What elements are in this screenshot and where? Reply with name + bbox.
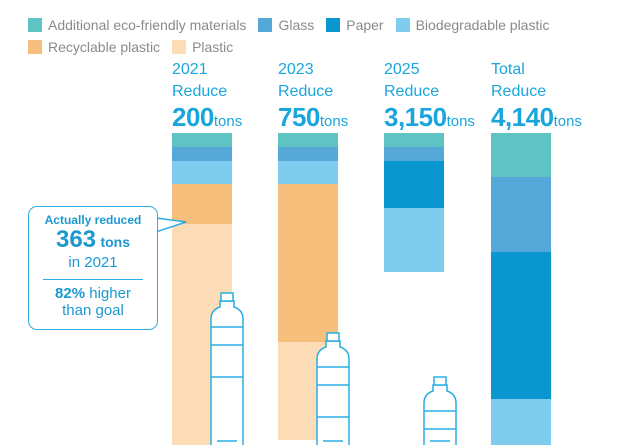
column-unit: tons — [553, 113, 582, 130]
bar-segment — [172, 184, 232, 224]
plastic-bottle-icon — [316, 332, 350, 445]
legend-label: Additional eco-friendly materials — [48, 17, 247, 33]
column-year: 2021 — [172, 61, 208, 78]
bar-segment — [172, 147, 232, 161]
legend-item: Recyclable plastic — [28, 39, 160, 55]
legend-item: Additional eco-friendly materials — [28, 17, 246, 33]
legend-swatch — [395, 18, 410, 32]
column-amount-line: 750tons — [278, 104, 388, 130]
bar-segment — [491, 133, 551, 177]
legend-label: Plastic — [192, 39, 234, 55]
column-reduce-label: Reduce — [172, 83, 228, 100]
column-amount: 4,140 — [491, 102, 554, 132]
bar-segment — [384, 208, 444, 272]
column-amount-line: 4,140tons — [491, 104, 601, 130]
callout-amount: 363 — [55, 226, 97, 253]
column-year: 2025 — [384, 61, 420, 78]
legend-label: Paper — [346, 17, 384, 33]
bar-segment — [172, 161, 232, 184]
legend-label: Glass — [278, 17, 315, 33]
column-reduce-label: Reduce — [278, 83, 334, 100]
bar-segment — [172, 133, 232, 147]
legend-item: Paper — [326, 17, 384, 33]
column-year: 2023 — [278, 61, 314, 78]
column-amount: 750 — [278, 102, 320, 132]
column-reduce-label: Reduce — [384, 83, 440, 100]
bar-segment — [491, 399, 551, 445]
callout-goal-text: than goal — [62, 301, 124, 319]
legend-swatch — [258, 18, 273, 32]
bar-segment — [384, 161, 444, 208]
bar-segment — [278, 133, 338, 147]
legend-item: Plastic — [172, 39, 233, 55]
column-unit: tons — [213, 113, 243, 130]
column-year: Total — [491, 61, 525, 78]
legend-row: Recyclable plastic Plastic — [28, 36, 618, 58]
callout-percent-line: 82% higher — [29, 285, 157, 303]
bar-segment — [278, 184, 338, 342]
legend-swatch — [28, 40, 42, 54]
legend-swatch — [28, 18, 42, 32]
callout-percent: 82% — [55, 285, 86, 302]
legend-item: Biodegradable plastic — [395, 17, 550, 33]
legend-label: Biodegradable plastic — [415, 17, 550, 33]
callout-amount-line: 363 tons — [29, 228, 157, 252]
callout-unit: tons — [100, 234, 131, 250]
column-header: 2021 Reduce 200tons — [172, 61, 282, 131]
legend-label: Recyclable plastic — [48, 39, 161, 55]
plastic-bottle-icon — [423, 376, 457, 445]
column-header: Total Reduce 4,140tons — [491, 61, 601, 131]
column-amount: 200 — [172, 102, 214, 132]
bar-segment — [384, 147, 444, 161]
actual-reduction-callout: Actually reduced 363 tons in 2021 82% hi… — [28, 206, 158, 330]
bar-segment — [278, 161, 338, 184]
legend: Additional eco-friendly materials Glass Pa… — [28, 14, 618, 58]
column-amount-line: 200tons — [172, 104, 282, 130]
column-unit: tons — [319, 113, 349, 130]
column-amount-line: 3,150tons — [384, 104, 494, 130]
column-unit: tons — [446, 113, 475, 130]
callout-percent-text: higher — [89, 285, 131, 302]
legend-swatch — [326, 18, 341, 32]
column-header: 2023 Reduce 750tons — [278, 61, 388, 131]
legend-swatch — [172, 40, 187, 54]
plastic-bottle-icon — [210, 292, 244, 445]
callout-divider — [43, 279, 143, 280]
legend-item: Glass — [258, 17, 314, 33]
bar-segment — [491, 177, 551, 252]
bar-segment — [384, 133, 444, 147]
column-amount: 3,150 — [384, 102, 447, 132]
legend-row: Additional eco-friendly materials Glass Pa… — [28, 14, 618, 36]
callout-year: in 2021 — [68, 254, 118, 271]
bar-segment — [491, 252, 551, 399]
bar-segment — [278, 147, 338, 161]
callout-title: Actually reduced — [44, 213, 142, 227]
column-header: 2025 Reduce 3,150tons — [384, 61, 494, 131]
column-reduce-label: Reduce — [491, 83, 547, 100]
